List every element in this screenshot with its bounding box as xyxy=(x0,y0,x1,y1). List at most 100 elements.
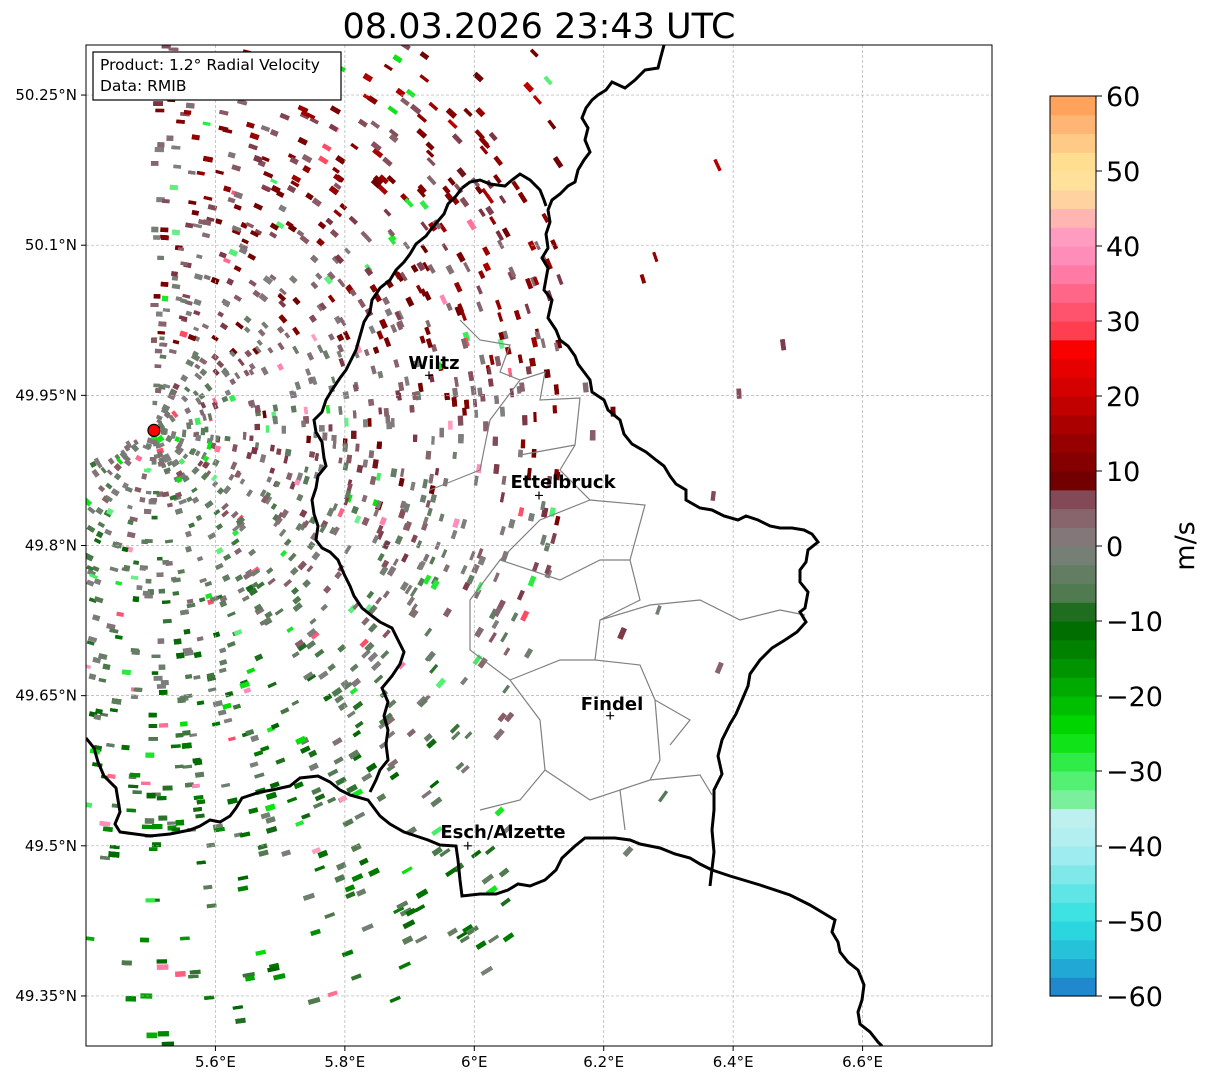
velocity-gate xyxy=(124,458,132,467)
velocity-gate xyxy=(113,472,122,481)
velocity-gate xyxy=(582,382,589,393)
velocity-gate xyxy=(128,784,139,789)
velocity-gate xyxy=(269,467,276,474)
velocity-gate xyxy=(168,414,176,423)
velocity-gate xyxy=(497,712,507,723)
velocity-gate xyxy=(215,218,223,225)
velocity-gate xyxy=(513,309,522,321)
velocity-gate xyxy=(167,392,176,401)
velocity-gate xyxy=(240,222,248,229)
velocity-gate xyxy=(390,324,398,333)
velocity-gate xyxy=(148,736,158,741)
velocity-gate xyxy=(370,141,382,152)
colorbar-band xyxy=(1050,471,1096,491)
velocity-gate xyxy=(192,223,202,229)
velocity-gate xyxy=(302,579,311,588)
velocity-gate xyxy=(658,790,669,803)
colorbar-tick-label: −10 xyxy=(1106,607,1163,638)
velocity-gate xyxy=(248,807,259,814)
velocity-gate xyxy=(280,509,289,519)
colorbar-band xyxy=(1050,958,1096,978)
velocity-gate xyxy=(367,604,378,615)
velocity-gate xyxy=(540,338,546,349)
velocity-gate xyxy=(185,300,193,306)
velocity-gate xyxy=(342,443,349,452)
velocity-gate xyxy=(303,671,314,681)
colorbar-band xyxy=(1050,696,1096,716)
velocity-gate xyxy=(335,155,346,165)
velocity-gate xyxy=(305,640,316,650)
velocity-gate xyxy=(182,293,191,299)
velocity-gate xyxy=(311,376,318,386)
velocity-gate xyxy=(200,427,205,436)
velocity-gate xyxy=(245,222,254,229)
velocity-gate xyxy=(457,303,464,313)
velocity-gate xyxy=(286,184,297,194)
velocity-gate xyxy=(364,641,375,653)
x-tick-label: 5.8°E xyxy=(324,1053,365,1071)
velocity-gate xyxy=(129,516,138,522)
velocity-gate xyxy=(552,156,564,169)
velocity-gate xyxy=(392,558,399,567)
colorbar-band xyxy=(1050,621,1096,641)
velocity-gate xyxy=(453,281,463,293)
velocity-gate xyxy=(348,215,358,225)
velocity-gate xyxy=(344,417,349,427)
velocity-gate xyxy=(309,451,315,458)
velocity-gate xyxy=(412,434,418,442)
velocity-gate xyxy=(306,628,317,638)
colorbar-band xyxy=(1050,883,1096,903)
velocity-gate xyxy=(655,605,662,616)
velocity-gate xyxy=(230,461,238,471)
velocity-gate xyxy=(97,521,105,528)
velocity-gate xyxy=(171,283,181,290)
velocity-gate xyxy=(223,717,233,724)
velocity-gate xyxy=(332,166,340,174)
velocity-gate xyxy=(123,564,131,572)
velocity-gate xyxy=(286,796,298,804)
velocity-gate xyxy=(176,447,184,456)
velocity-gate xyxy=(207,204,218,211)
velocity-gate xyxy=(232,1005,243,1010)
velocity-gate xyxy=(227,197,236,204)
velocity-gate xyxy=(617,627,627,640)
velocity-gate xyxy=(196,799,206,805)
velocity-gate xyxy=(391,418,395,428)
velocity-gate xyxy=(222,574,231,582)
velocity-gate xyxy=(239,681,250,689)
velocity-gate xyxy=(231,444,238,452)
velocity-gate xyxy=(266,567,274,575)
velocity-gate xyxy=(172,382,180,391)
velocity-gate xyxy=(258,849,269,857)
velocity-gate xyxy=(86,579,95,587)
velocity-gate xyxy=(532,276,540,286)
colorbar-band xyxy=(1050,133,1096,153)
map-area: Wiltz Ettelbruck Findel Esch/Alzette Pro… xyxy=(86,45,992,1046)
velocity-gate xyxy=(404,197,414,208)
velocity-gate xyxy=(297,136,308,146)
velocity-gate xyxy=(171,410,179,419)
velocity-gate xyxy=(157,255,165,261)
velocity-gate xyxy=(494,395,500,405)
velocity-gate xyxy=(504,711,515,723)
colorbar-band xyxy=(1050,864,1096,885)
colorbar-tick-label: 50 xyxy=(1106,157,1140,188)
colorbar-tick-label: 60 xyxy=(1106,82,1140,113)
velocity-gate xyxy=(281,849,292,857)
velocity-gate xyxy=(161,1041,175,1046)
velocity-gate xyxy=(328,123,339,133)
velocity-gate xyxy=(425,338,433,349)
velocity-gate xyxy=(319,302,327,311)
velocity-gate xyxy=(329,526,336,535)
velocity-gate xyxy=(434,467,440,476)
velocity-gate xyxy=(501,475,507,485)
velocity-gate xyxy=(317,344,324,354)
velocity-gate xyxy=(321,143,332,152)
velocity-gate xyxy=(361,617,370,626)
velocity-gate xyxy=(110,488,120,497)
colorbar-bands xyxy=(1050,96,1096,997)
velocity-gate xyxy=(476,285,483,295)
colorbar-tick-label: 10 xyxy=(1106,457,1140,488)
velocity-gate xyxy=(333,209,343,218)
velocity-gate xyxy=(185,102,195,109)
